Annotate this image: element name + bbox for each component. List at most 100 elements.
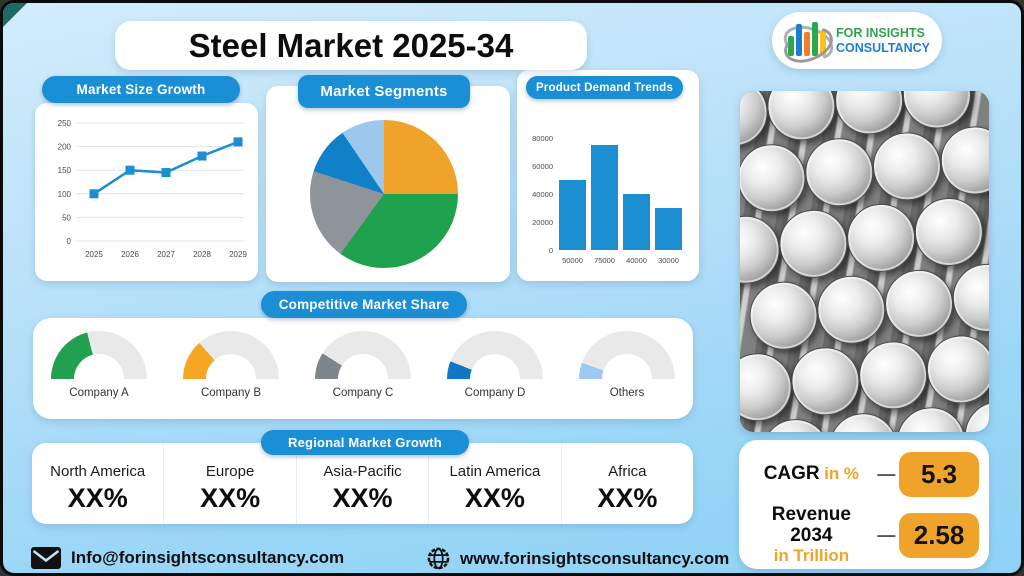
svg-text:75000: 75000 <box>594 256 615 265</box>
svg-text:200: 200 <box>58 143 72 152</box>
website-text[interactable]: www.forinsightsconsultancy.com <box>460 548 730 568</box>
svg-text:2028: 2028 <box>193 250 211 259</box>
steel-rod <box>740 141 809 216</box>
gauge-arc <box>447 331 543 379</box>
product-demand-card: 0 20000 40000 60000 80000 50000 75000 40000 3000… <box>517 70 699 281</box>
steel-rod <box>900 91 974 132</box>
region-value: XX% <box>332 483 393 513</box>
region-africa: Africa XX% <box>560 443 693 524</box>
steel-rod <box>740 350 795 425</box>
region-value: XX% <box>67 483 128 513</box>
bar-chart: 0 20000 40000 60000 80000 50000 75000 40000 3000… <box>532 134 682 265</box>
steel-rod <box>961 398 989 432</box>
svg-text:50: 50 <box>62 213 71 222</box>
footer-email: Info@forinsightsconsultancy.com <box>31 547 344 569</box>
company-logo: FOR INSIGHTS CONSULTANCY <box>772 12 942 69</box>
globe-icon <box>427 547 450 570</box>
svg-text:40000: 40000 <box>626 256 647 265</box>
steel-rod-field <box>740 91 989 432</box>
steel-rod <box>844 201 918 275</box>
svg-text:40000: 40000 <box>532 190 553 199</box>
regional-growth-card: North America XX% Europe XX% Asia-Pacifi… <box>32 443 693 524</box>
svg-text:80000: 80000 <box>532 134 553 143</box>
cagr-label-main: CAGR <box>763 462 820 484</box>
revenue-label-main: Revenue 2034 <box>771 503 851 546</box>
corner-accent <box>3 3 27 27</box>
svg-text:0: 0 <box>67 237 72 246</box>
gauge-label: Company A <box>69 387 129 399</box>
svg-text:50000: 50000 <box>562 256 583 265</box>
gauge-company-d: Company D <box>433 331 557 399</box>
logo-line1: FOR INSIGHTS <box>836 25 925 40</box>
dash: — <box>877 524 896 545</box>
steel-rod <box>746 278 821 353</box>
market-size-growth-card: 0 50 100 150 200 250 2025 2026 2027 2028 2029 <box>35 103 258 281</box>
cagr-value-badge: 5.3 <box>899 451 980 497</box>
steel-rod <box>937 123 989 198</box>
steel-rod <box>924 332 989 407</box>
pie-chart <box>310 120 458 268</box>
gauge-company-a: Company A <box>37 331 161 399</box>
dash: — <box>877 463 896 484</box>
steel-rod <box>832 91 906 138</box>
svg-text:60000: 60000 <box>532 162 553 171</box>
gauge-arc <box>51 331 147 379</box>
stats-card: CAGR in % — 5.3 Revenue 2034 in Trillion… <box>739 440 989 569</box>
steel-rod <box>814 272 889 347</box>
market-segments-card <box>266 86 510 282</box>
svg-text:30000: 30000 <box>658 256 679 265</box>
svg-text:2026: 2026 <box>121 250 139 259</box>
envelope-icon <box>31 547 61 569</box>
region-name: Europe <box>205 463 255 480</box>
cagr-label: CAGR in % <box>749 462 874 485</box>
header-regional-market-growth: Regional Market Growth <box>261 430 469 455</box>
gauge-label: Company C <box>332 387 394 399</box>
svg-text:2025: 2025 <box>85 250 103 259</box>
gauge-row: Company A Company B Company C Company D Othe… <box>33 331 693 399</box>
header-market-size-growth: Market Size Growth <box>42 76 240 103</box>
steel-rod <box>776 206 851 281</box>
region-name: Africa <box>608 463 647 480</box>
region-name: Latin America <box>449 463 541 480</box>
region-name: Asia-Pacific <box>323 463 402 480</box>
svg-text:250: 250 <box>58 119 72 128</box>
footer-website: www.forinsightsconsultancy.com <box>427 547 729 570</box>
cagr-label-unit: in % <box>824 463 860 483</box>
region-europe: Europe XX% <box>163 443 295 524</box>
revenue-value-badge: 2.58 <box>899 512 980 558</box>
email-text[interactable]: Info@forinsightsconsultancy.com <box>71 548 345 567</box>
gauge-arc <box>315 331 411 379</box>
steel-rod <box>882 267 956 341</box>
line-chart: 0 50 100 150 200 250 2025 2026 2027 2028 2029 <box>58 119 248 259</box>
gauge-arc <box>183 331 279 379</box>
steel-rod <box>802 135 877 210</box>
header-product-demand-trends: Product Demand Trends <box>526 76 683 99</box>
gauge-company-b: Company B <box>169 331 293 399</box>
gauge-arc <box>579 331 675 379</box>
region-name: North America <box>50 463 146 480</box>
steel-rod <box>764 91 839 144</box>
gauge-label: Company D <box>464 387 526 399</box>
header-competitive-market-share: Competitive Market Share <box>261 291 467 318</box>
svg-text:150: 150 <box>58 166 72 175</box>
region-value: XX% <box>597 483 658 513</box>
logo-line2: CONSULTANCY <box>836 40 930 55</box>
competitive-share-card: Company A Company B Company C Company D Othe… <box>33 318 693 419</box>
steel-rod <box>870 129 944 204</box>
steel-rods-photo <box>740 91 989 432</box>
steel-rod <box>740 91 771 150</box>
revenue-label-unit: in Trillion <box>773 545 850 565</box>
cagr-row: CAGR in % — 5.3 <box>749 449 980 499</box>
gauge-company-c: Company C <box>301 331 425 399</box>
steel-rod <box>912 195 986 269</box>
gauge-label: Company B <box>200 387 262 399</box>
page-title: Steel Market 2025-34 <box>115 21 587 70</box>
revenue-label: Revenue 2034 in Trillion <box>749 503 874 565</box>
steel-rod <box>894 404 968 432</box>
steel-rod <box>788 344 863 419</box>
svg-text:100: 100 <box>58 190 72 199</box>
svg-text:20000: 20000 <box>532 218 553 227</box>
header-market-segments: Market Segments <box>298 75 470 108</box>
region-asia-pacific: Asia-Pacific XX% <box>295 443 428 524</box>
